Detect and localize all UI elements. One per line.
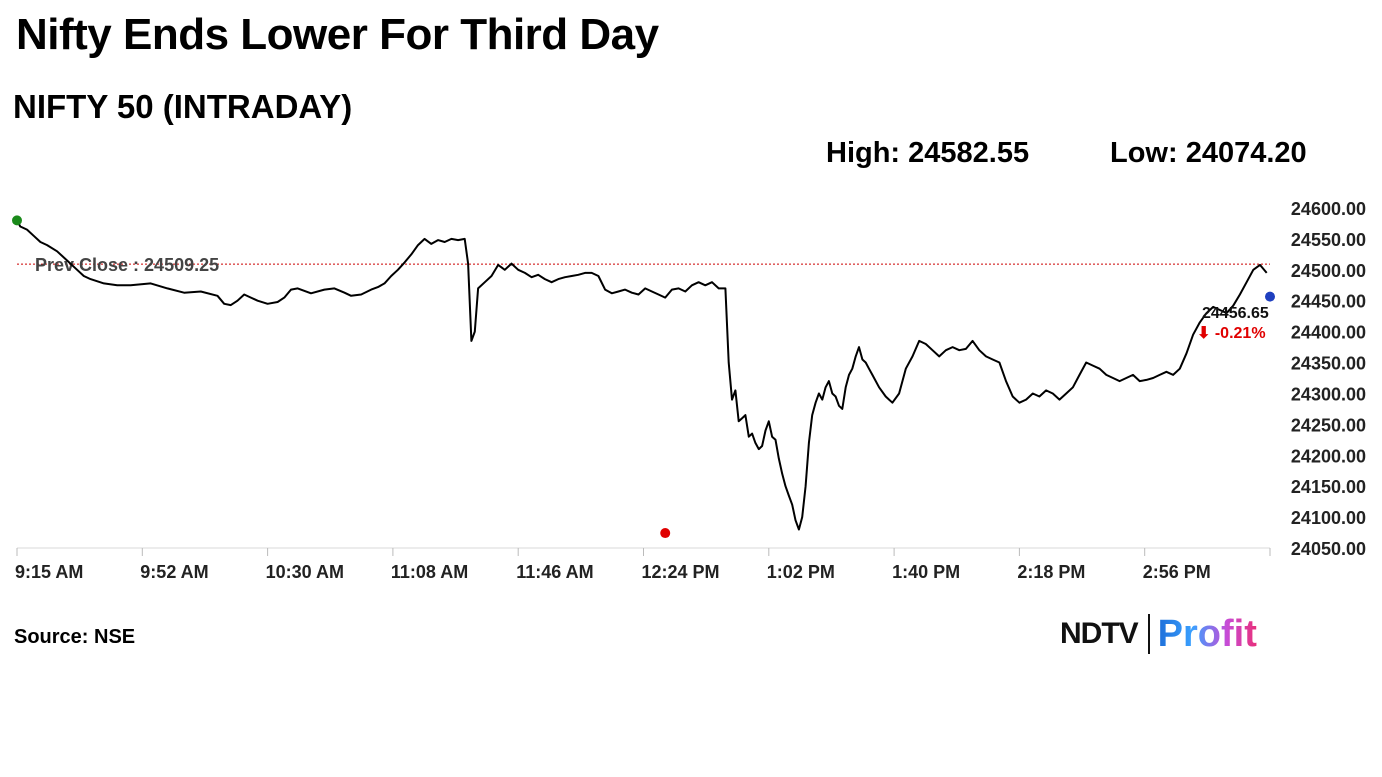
- low-value: Low: 24074.20: [1110, 137, 1307, 169]
- y-tick-label: 24250.00: [1291, 415, 1366, 435]
- y-axis-ticks: 24600.00 24550.00 24500.00 24450.00 24400.00…: [1291, 199, 1366, 559]
- y-tick-label: 24500.00: [1291, 261, 1366, 281]
- logo-profit-text: Profit: [1157, 612, 1257, 655]
- y-tick-label: 24150.00: [1291, 477, 1366, 497]
- x-tick-label: 12:24 PM: [642, 562, 720, 582]
- high-value: High: 24582.55: [826, 137, 1030, 169]
- chart-subtitle: NIFTY 50 (INTRADAY): [13, 88, 353, 125]
- x-tick-label: 2:56 PM: [1143, 562, 1211, 582]
- x-tick-label: 2:18 PM: [1017, 562, 1085, 582]
- x-tick-label: 9:15 AM: [15, 562, 83, 582]
- x-axis-ticks: 9:15 AM 9:52 AM 10:30 AM 11:08 AM 11:46 AM 12…: [15, 548, 1271, 582]
- close-marker: [1265, 291, 1275, 302]
- y-tick-label: 24200.00: [1291, 446, 1366, 466]
- change-label: ⬇ -0.21%: [1197, 325, 1266, 342]
- logo-ndtv-text: NDTV: [1060, 617, 1139, 650]
- y-tick-label: 24450.00: [1291, 292, 1366, 312]
- low-marker: [660, 528, 671, 539]
- series-line-nifty: [16, 219, 1268, 531]
- y-tick-label: 24300.00: [1291, 384, 1366, 404]
- y-tick-label: 24350.00: [1291, 354, 1366, 374]
- logo-divider: [1147, 614, 1150, 654]
- x-tick-label: 10:30 AM: [266, 562, 344, 582]
- x-tick-label: 11:46 AM: [516, 562, 593, 582]
- ndtv-profit-logo: NDTV Profit: [1060, 612, 1257, 656]
- last-value-label: 24456.65: [1202, 305, 1269, 322]
- y-tick-label: 24050.00: [1291, 539, 1366, 559]
- y-tick-label: 24550.00: [1291, 230, 1366, 250]
- x-tick-label: 9:52 AM: [140, 562, 208, 582]
- intraday-line-chart: 9:15 AM 9:52 AM 10:30 AM 11:08 AM 11:46 AM 12…: [12, 199, 1366, 582]
- open-marker: [12, 215, 22, 226]
- x-tick-label: 1:02 PM: [767, 562, 835, 582]
- y-tick-label: 24100.00: [1291, 508, 1366, 528]
- y-tick-label: 24600.00: [1291, 199, 1366, 219]
- y-tick-label: 24400.00: [1291, 323, 1366, 343]
- source-note: Source: NSE: [14, 626, 136, 648]
- prev-close-label: Prev Close : 24509.25: [35, 255, 219, 275]
- page-title: Nifty Ends Lower For Third Day: [16, 10, 659, 59]
- x-tick-label: 1:40 PM: [892, 562, 960, 582]
- x-tick-label: 11:08 AM: [391, 562, 468, 582]
